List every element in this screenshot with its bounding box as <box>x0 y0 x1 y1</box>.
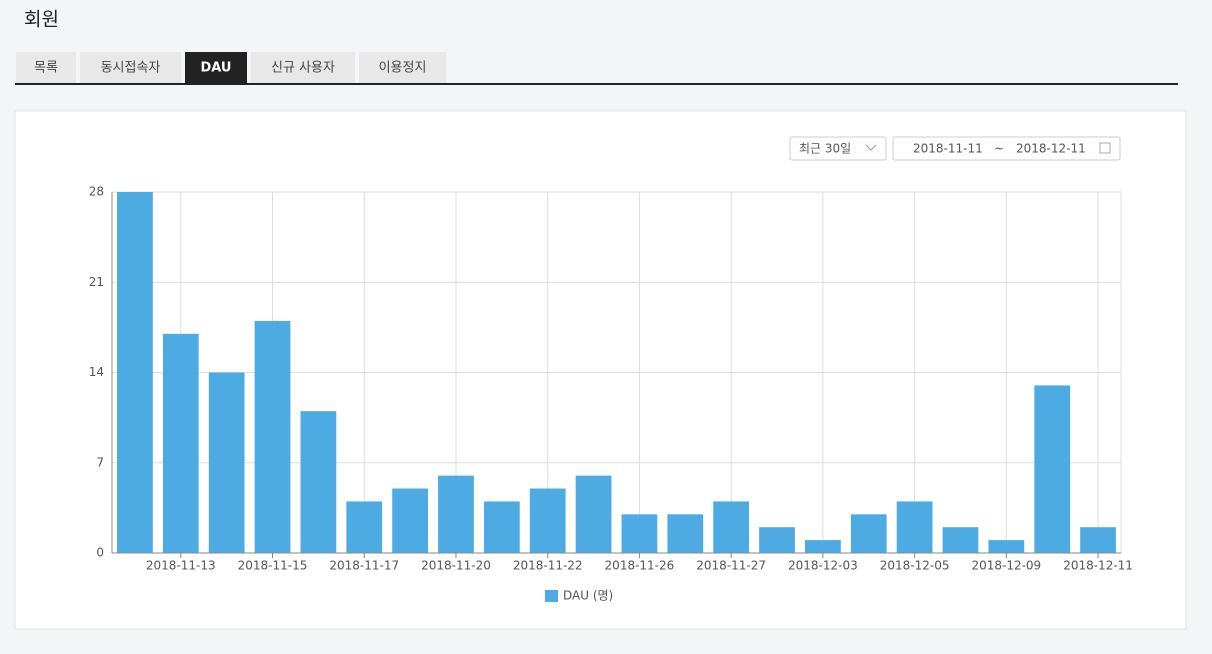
x-tick-label: 2018-11-17 <box>329 559 399 573</box>
bar <box>804 540 841 553</box>
page-title: 회원 <box>24 9 59 31</box>
bar <box>392 488 429 553</box>
bar <box>438 475 474 553</box>
calendar-icon <box>1099 142 1111 154</box>
bar <box>529 488 566 553</box>
bar <box>208 372 245 553</box>
x-tick-label: 2018-12-09 <box>971 559 1041 573</box>
bar <box>621 514 658 553</box>
x-tick-label: 2018-11-26 <box>605 559 675 573</box>
tab[interactable] <box>251 52 355 83</box>
date-separator: ~ <box>994 142 1004 156</box>
bar <box>896 501 933 553</box>
dropdown-arrow <box>865 144 877 151</box>
bar <box>988 540 1025 553</box>
x-tick-label: 2018-12-11 <box>1063 559 1133 573</box>
end-date: 2018-12-11 <box>1016 142 1086 156</box>
bar <box>1080 527 1116 553</box>
bar <box>483 501 520 553</box>
bar <box>759 527 795 553</box>
bar <box>713 501 750 553</box>
tab-label: 목록 <box>34 61 58 76</box>
tab-label: DAU <box>200 61 231 76</box>
tab[interactable] <box>80 52 181 83</box>
start-date: 2018-11-11 <box>913 142 983 156</box>
x-tick-label: 2018-11-27 <box>696 559 766 573</box>
x-tick-label: 2018-11-22 <box>513 559 583 573</box>
tab[interactable] <box>16 52 76 83</box>
bar <box>117 192 153 553</box>
legend-swatch <box>545 590 558 602</box>
tab[interactable] <box>185 52 247 83</box>
bar <box>575 475 612 553</box>
bar <box>162 333 199 553</box>
x-tick-label: 2018-11-13 <box>146 559 216 573</box>
x-tick-label: 2018-12-03 <box>788 559 858 573</box>
period-label: 최근 30일 <box>799 142 851 156</box>
legend-label: DAU (명) <box>563 589 613 603</box>
bar <box>667 514 704 553</box>
x-tick-label: 2018-11-20 <box>421 559 491 573</box>
tab-label: 동시접속자 <box>101 61 161 76</box>
bar <box>300 411 337 553</box>
period-select[interactable] <box>789 136 887 161</box>
date-range[interactable] <box>892 136 1121 161</box>
tab-label: 신규 사용자 <box>271 61 335 76</box>
bar <box>1034 385 1071 553</box>
x-tick-label: 2018-11-15 <box>238 559 308 573</box>
tab-label: 이용정지 <box>379 61 427 76</box>
tab[interactable] <box>359 52 446 83</box>
y-tick-label: 14 <box>89 365 104 379</box>
y-tick-label: 7 <box>96 455 104 469</box>
y-tick-label: 21 <box>89 275 104 289</box>
x-tick-label: 2018-12-05 <box>880 559 950 573</box>
y-tick-label: 28 <box>89 185 104 199</box>
bar <box>346 501 383 553</box>
bar <box>254 320 291 553</box>
bar <box>942 527 979 553</box>
y-tick-label: 0 <box>96 546 104 560</box>
bar <box>850 514 887 553</box>
